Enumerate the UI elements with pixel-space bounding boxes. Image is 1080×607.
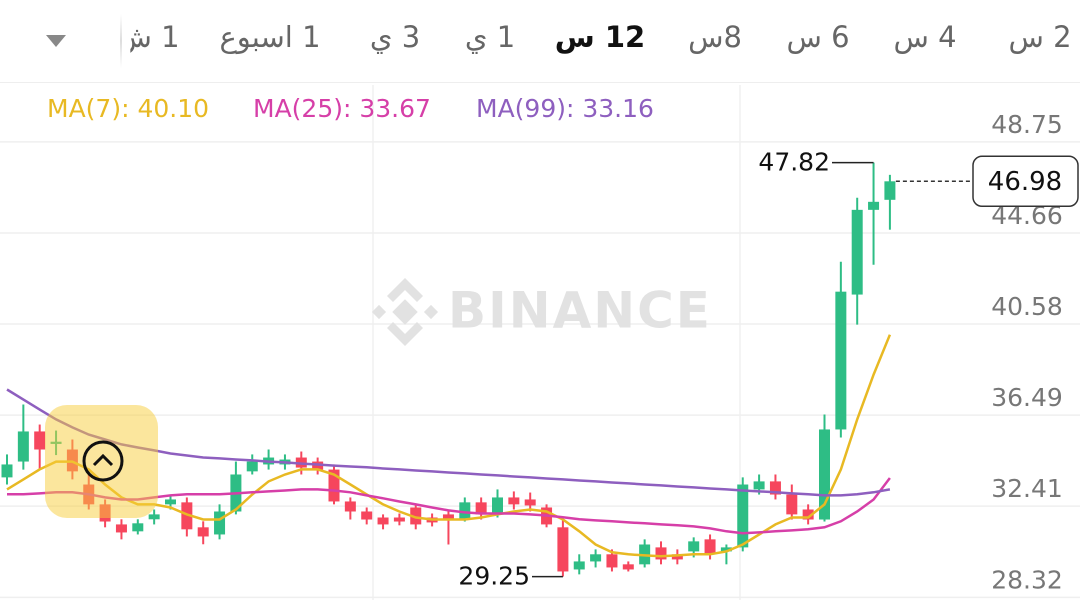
scroll-top-icon[interactable] <box>82 440 124 482</box>
candle-body <box>622 564 634 570</box>
timeframe-tab[interactable]: 1 ش <box>116 20 180 54</box>
ma-legend: MA(7): 40.10 <box>47 94 209 123</box>
candle-body <box>786 494 798 515</box>
timeframe-tab[interactable]: 12 س <box>554 20 646 54</box>
candle-body <box>459 502 471 520</box>
candle-body <box>573 561 585 570</box>
timeframe-tab[interactable]: 3 ي <box>369 20 421 54</box>
candle-body <box>148 514 160 520</box>
y-tick-label: 40.58 <box>991 292 1063 321</box>
candle-body <box>34 431 46 450</box>
candle-body <box>557 527 569 572</box>
candle-body <box>115 524 127 533</box>
candle-body <box>688 541 700 552</box>
candle-body <box>655 547 667 560</box>
y-tick-label: 32.41 <box>991 474 1063 503</box>
candle-body <box>508 497 520 505</box>
candle-body <box>17 431 29 462</box>
timeframe-tab[interactable]: 1 ي <box>464 20 516 54</box>
candle-body <box>851 209 863 295</box>
candle-body <box>344 501 356 512</box>
scroll-top-arrow <box>92 453 114 467</box>
watermark: BINANCE <box>371 278 712 346</box>
candle-body <box>393 517 405 522</box>
low-label: 29.25 <box>458 562 530 591</box>
candle-body <box>737 484 749 548</box>
candle-body <box>769 481 781 495</box>
timeframe-tab[interactable]: 8س <box>688 20 742 54</box>
candle-body <box>377 517 389 525</box>
ma-legend: MA(25): 33.67 <box>253 94 431 123</box>
highlight <box>45 405 158 518</box>
candle-body <box>704 539 716 555</box>
candle-body <box>165 499 176 505</box>
price-box <box>972 155 1079 208</box>
watermark-logo <box>371 278 439 346</box>
timeframe-tab[interactable]: 1 اسبوع <box>219 20 321 54</box>
candle-body <box>132 523 144 532</box>
tab-fade <box>120 14 122 68</box>
high-label: 47.82 <box>758 148 830 177</box>
candle-body <box>524 499 536 506</box>
candle-body <box>671 554 683 560</box>
price-label: 46.98 <box>988 167 1062 197</box>
candle-body <box>214 511 226 535</box>
candle-body <box>181 502 193 530</box>
y-tick-label: 28.32 <box>991 565 1063 594</box>
dropdown-icon[interactable] <box>0 0 90 82</box>
candle-body <box>475 502 487 515</box>
candle-body <box>590 554 602 562</box>
candle-body <box>720 547 732 552</box>
candle-body <box>1 464 13 478</box>
candle-body <box>442 514 454 520</box>
timeframe-bar: 1 ش 1 اسبوع 3 ي 1 ي 12 س 8س 6 س 4 س 2 س <box>0 0 1080 83</box>
candle-body <box>328 469 340 502</box>
candle-body <box>884 181 896 200</box>
candle-body <box>819 429 830 520</box>
watermark-text: BINANCE <box>448 282 712 340</box>
candle-body <box>835 291 847 430</box>
candle-body <box>410 507 422 525</box>
candle-body <box>868 201 880 210</box>
candle-body <box>802 509 814 520</box>
candle-body <box>753 481 765 490</box>
candle-body <box>361 511 373 520</box>
timeframe-tab[interactable]: 2 س <box>1008 20 1072 54</box>
timeframe-tab[interactable]: 6 س <box>786 20 850 54</box>
y-tick-label: 48.75 <box>991 110 1063 139</box>
timeframe-tab[interactable]: 4 س <box>893 20 957 54</box>
y-tick-label: 36.49 <box>991 383 1063 412</box>
candle-body <box>246 461 258 472</box>
candle-body <box>606 554 618 568</box>
candle-body <box>197 527 209 537</box>
ma-legend: MA(99): 33.16 <box>476 94 654 123</box>
candle-body <box>492 497 503 515</box>
